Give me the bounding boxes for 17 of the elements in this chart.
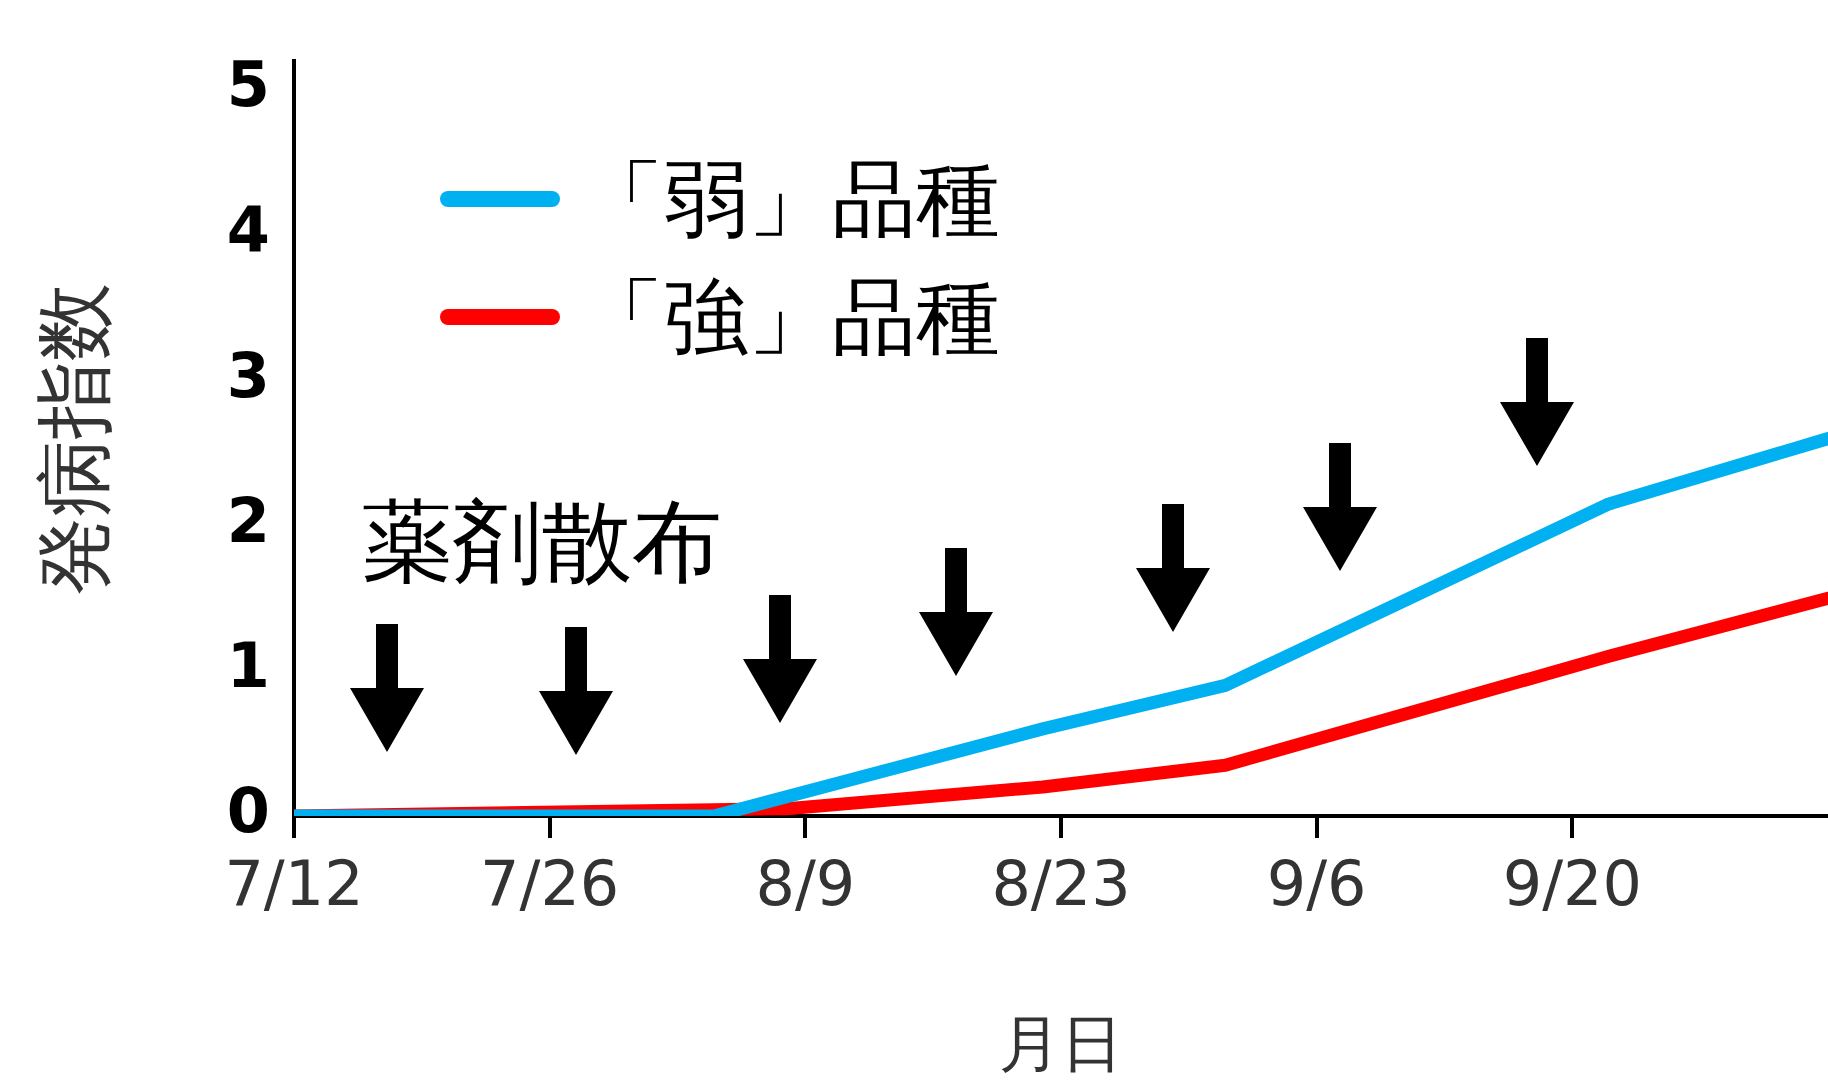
- y-tick-label: 1: [226, 628, 270, 702]
- x-tick-label: 7/12: [224, 847, 364, 921]
- legend-label: 「弱」品種: [580, 149, 1000, 250]
- x-tick-label: 9/20: [1502, 847, 1642, 921]
- legend-label: 「強」品種: [580, 267, 1000, 368]
- x-tick-label: 8/9: [755, 847, 856, 921]
- y-tick-label: 0: [226, 774, 270, 848]
- x-tick-label: 7/26: [480, 847, 620, 921]
- y-axis-title: 発病指数: [29, 282, 120, 595]
- annotation: 薬剤散布: [362, 488, 722, 596]
- y-tick-label: 3: [226, 338, 270, 412]
- y-tick-label: 4: [226, 193, 270, 267]
- x-tick-label: 9/6: [1266, 847, 1367, 921]
- y-tick-label: 2: [226, 483, 270, 557]
- y-tick-label: 5: [226, 48, 270, 122]
- x-axis-title: 月日: [999, 1006, 1123, 1080]
- x-tick-label: 8/23: [991, 847, 1131, 921]
